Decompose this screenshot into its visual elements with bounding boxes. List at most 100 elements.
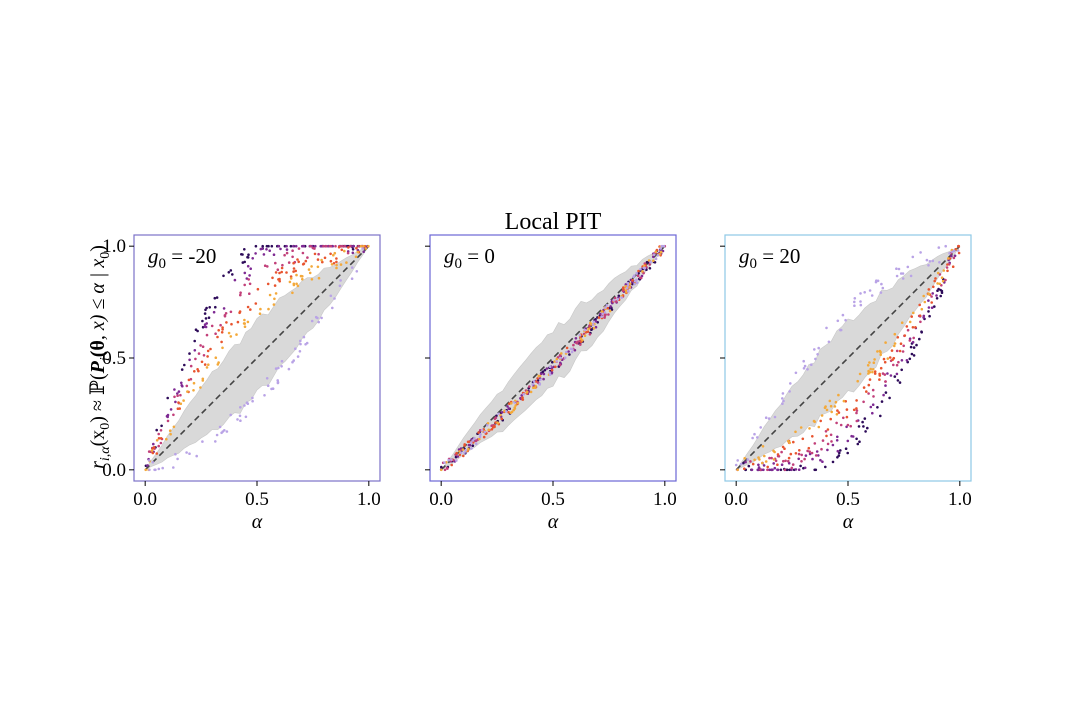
scatter-points (144, 244, 370, 472)
scatter-point (316, 258, 320, 261)
scatter-point (292, 244, 295, 248)
scatter-point (787, 459, 790, 463)
scatter-point (183, 363, 186, 367)
scatter-point (251, 396, 254, 400)
scatter-point (347, 246, 350, 249)
scatter-point (155, 439, 159, 442)
scatter-point (810, 363, 813, 367)
scatter-point (311, 246, 315, 250)
scatter-point (487, 428, 491, 432)
scatter-point (500, 411, 504, 414)
scatter-point (886, 372, 889, 375)
scatter-point (246, 264, 250, 268)
scatter-point (853, 297, 857, 300)
scatter-point (792, 440, 795, 444)
scatter-point (639, 267, 642, 271)
scatter-point (942, 269, 946, 272)
scatter-point (909, 345, 913, 349)
scatter-point (456, 455, 460, 458)
scatter-point (773, 415, 777, 419)
scatter-point (287, 367, 291, 371)
scatter-point (279, 247, 282, 251)
scatter-point (884, 341, 887, 344)
scatter-point (628, 282, 632, 286)
scatter-point (239, 406, 242, 409)
scatter-point (589, 323, 593, 326)
scatter-point (817, 346, 820, 350)
scatter-point (874, 280, 878, 284)
scatter-point (927, 306, 931, 309)
scatter-point (787, 439, 790, 443)
scatter-point (329, 244, 333, 248)
scatter-point (803, 364, 807, 368)
scatter-point (937, 246, 941, 249)
scatter-point (572, 343, 575, 347)
scatter-point (165, 437, 168, 441)
scatter-point (320, 316, 323, 320)
scatter-point (262, 253, 266, 256)
panels: 0.0 0.5 1.0 0.0 0.5 1.0 α g0 = -20 0.0 0.5 1.0 α g0 … (102, 234, 972, 533)
scatter-point (927, 299, 930, 302)
scatter-point (627, 289, 630, 293)
ylabel-r: r (87, 461, 109, 469)
scatter-point (534, 386, 537, 390)
scatter-point (940, 289, 944, 293)
scatter-point (231, 273, 234, 276)
scatter-point (558, 354, 562, 358)
scatter-point (850, 434, 853, 438)
scatter-point (918, 303, 921, 307)
scatter-point (590, 328, 593, 332)
scatter-point (586, 330, 590, 334)
scatter-point (890, 349, 894, 352)
scatter-point (626, 284, 630, 287)
scatter-point (313, 252, 317, 256)
scatter-point (301, 251, 305, 255)
scatter-point (458, 453, 462, 457)
scatter-point (935, 294, 938, 297)
scatter-point (853, 304, 856, 308)
scatter-point (507, 411, 510, 414)
scatter-point (948, 252, 951, 255)
scatter-point (757, 466, 761, 469)
scatter-point (214, 356, 218, 360)
svg-text:ri,α(x0) ≈ ℙ(Pi(θ, x) ≤ α | x0: ri,α(x0) ≈ ℙ(Pi(θ, x) ≤ α | x0) (87, 245, 113, 469)
scatter-point (294, 347, 297, 351)
scatter-point (291, 255, 294, 259)
scatter-point (592, 320, 596, 324)
scatter-point (634, 279, 638, 283)
scatter-point (884, 380, 887, 383)
scatter-point (568, 353, 571, 356)
scatter-point (768, 468, 771, 472)
scatter-point (206, 355, 209, 358)
scatter-point (597, 316, 601, 319)
scatter-point (799, 464, 802, 468)
scatter-point (194, 357, 197, 361)
scatter-point (956, 249, 960, 252)
scatter-point (278, 271, 281, 275)
scatter-point (548, 371, 551, 374)
scatter-point (340, 244, 344, 248)
scatter-point (497, 412, 500, 416)
scatter-point (588, 324, 591, 328)
scatter-point (817, 454, 820, 457)
x-tick-label: 0.0 (429, 489, 453, 510)
scatter-point (908, 357, 912, 361)
scatter-point (277, 366, 280, 370)
scatter-point (265, 248, 268, 251)
scatter-point (159, 429, 163, 432)
scatter-point (532, 380, 536, 383)
scatter-point (455, 451, 458, 455)
scatter-point (901, 272, 905, 275)
scatter-point (222, 307, 226, 310)
scatter-point (362, 244, 365, 248)
scatter-point (522, 392, 525, 396)
scatter-point (950, 254, 953, 258)
scatter-point (858, 372, 862, 376)
scatter-point (757, 456, 760, 459)
scatter-point (789, 382, 792, 385)
scatter-point (915, 343, 918, 347)
scatter-point (825, 326, 828, 330)
panel-label: g0 = 20 (739, 244, 800, 272)
scatter-point (343, 249, 346, 253)
scatter-point (259, 307, 262, 311)
